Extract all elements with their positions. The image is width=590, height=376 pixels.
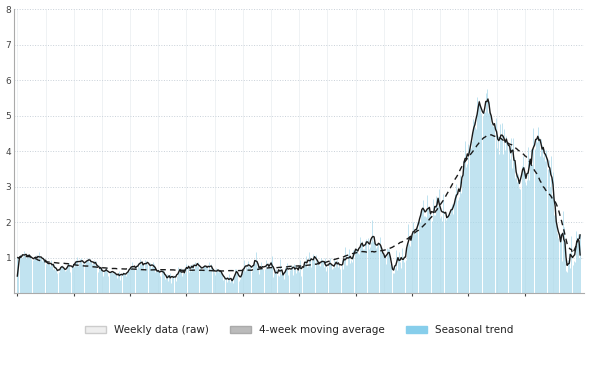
Legend: Weekly data (raw), 4-week moving average, Seasonal trend: Weekly data (raw), 4-week moving average… [81, 321, 517, 340]
